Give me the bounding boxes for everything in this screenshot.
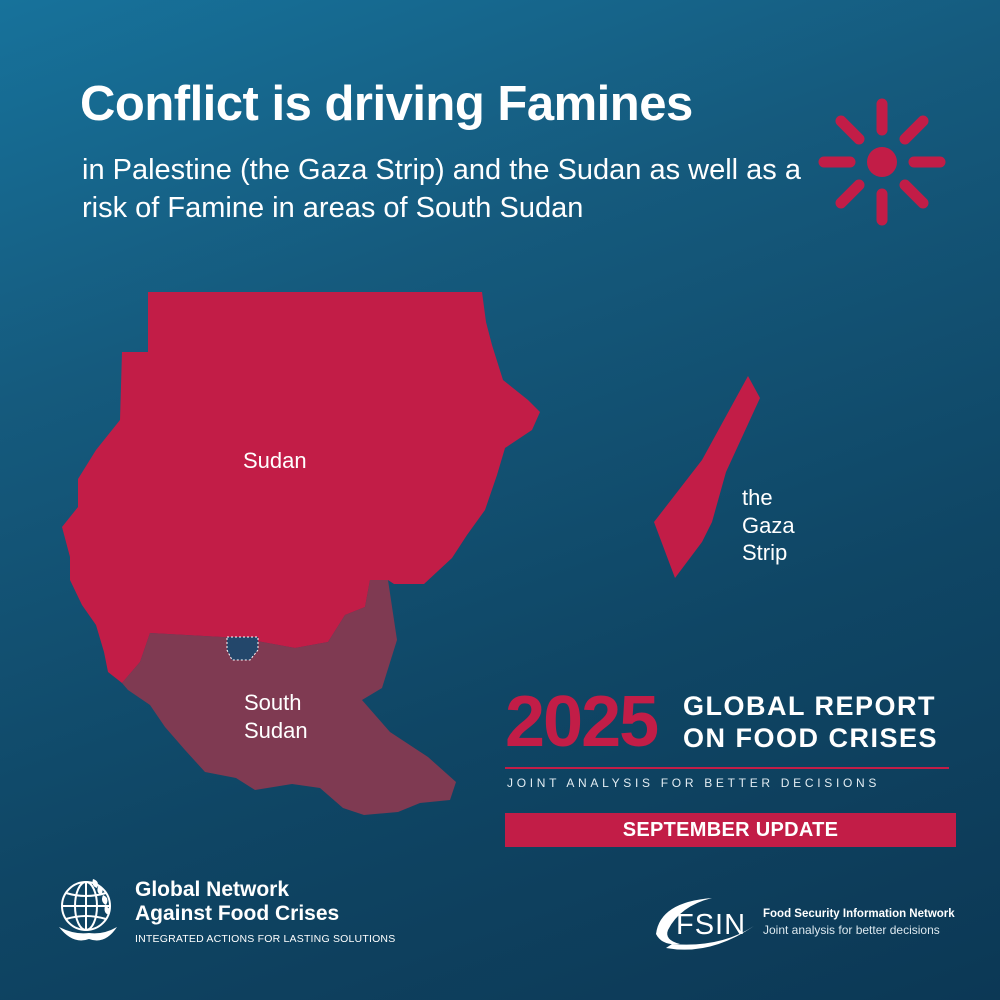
label-sudan: Sudan <box>243 448 307 473</box>
report-title-line2: ON FOOD CRISES <box>683 723 939 754</box>
report-title-line1: GLOBAL REPORT <box>683 691 937 721</box>
subheadline: in Palestine (the Gaza Strip) and the Su… <box>82 154 801 224</box>
september-update-banner: SEPTEMBER UPDATE <box>505 813 956 847</box>
famine-burst-icon <box>818 98 946 226</box>
map-region-south-sudan <box>122 580 456 815</box>
map-region-abyei <box>226 636 259 661</box>
report-divider <box>505 767 949 769</box>
gnafc-partner-logo: Global Network Against Food Crises INTEG… <box>55 875 395 955</box>
fsin-tagline: Joint analysis for better decisions <box>763 923 940 937</box>
update-label: SEPTEMBER UPDATE <box>622 818 839 841</box>
gnafc-tagline: INTEGRATED ACTIONS FOR LASTING SOLUTIONS <box>135 933 396 945</box>
headline: Conflict is driving Famines <box>80 77 693 131</box>
gnafc-name: Global Network Against Food Crises <box>135 878 340 925</box>
report-year: 2025 <box>505 682 659 762</box>
map-region-sudan <box>62 292 540 683</box>
fsin-partner-logo: FSIN Food Security Information Network J… <box>650 890 960 960</box>
globe-wheat-hands-icon <box>59 879 117 941</box>
fsin-swoosh-icon: FSIN <box>656 898 754 950</box>
map-region-gaza <box>654 376 760 578</box>
label-south-sudan: South Sudan <box>244 690 308 743</box>
report-title: GLOBAL REPORT ON FOOD CRISES <box>683 690 938 755</box>
label-gaza-strip: the Gaza Strip <box>742 485 795 565</box>
fsin-logo-text: FSIN <box>676 909 746 941</box>
report-tagline: JOINT ANALYSIS FOR BETTER DECISIONS <box>507 776 881 790</box>
fsin-name: Food Security Information Network <box>763 908 955 920</box>
